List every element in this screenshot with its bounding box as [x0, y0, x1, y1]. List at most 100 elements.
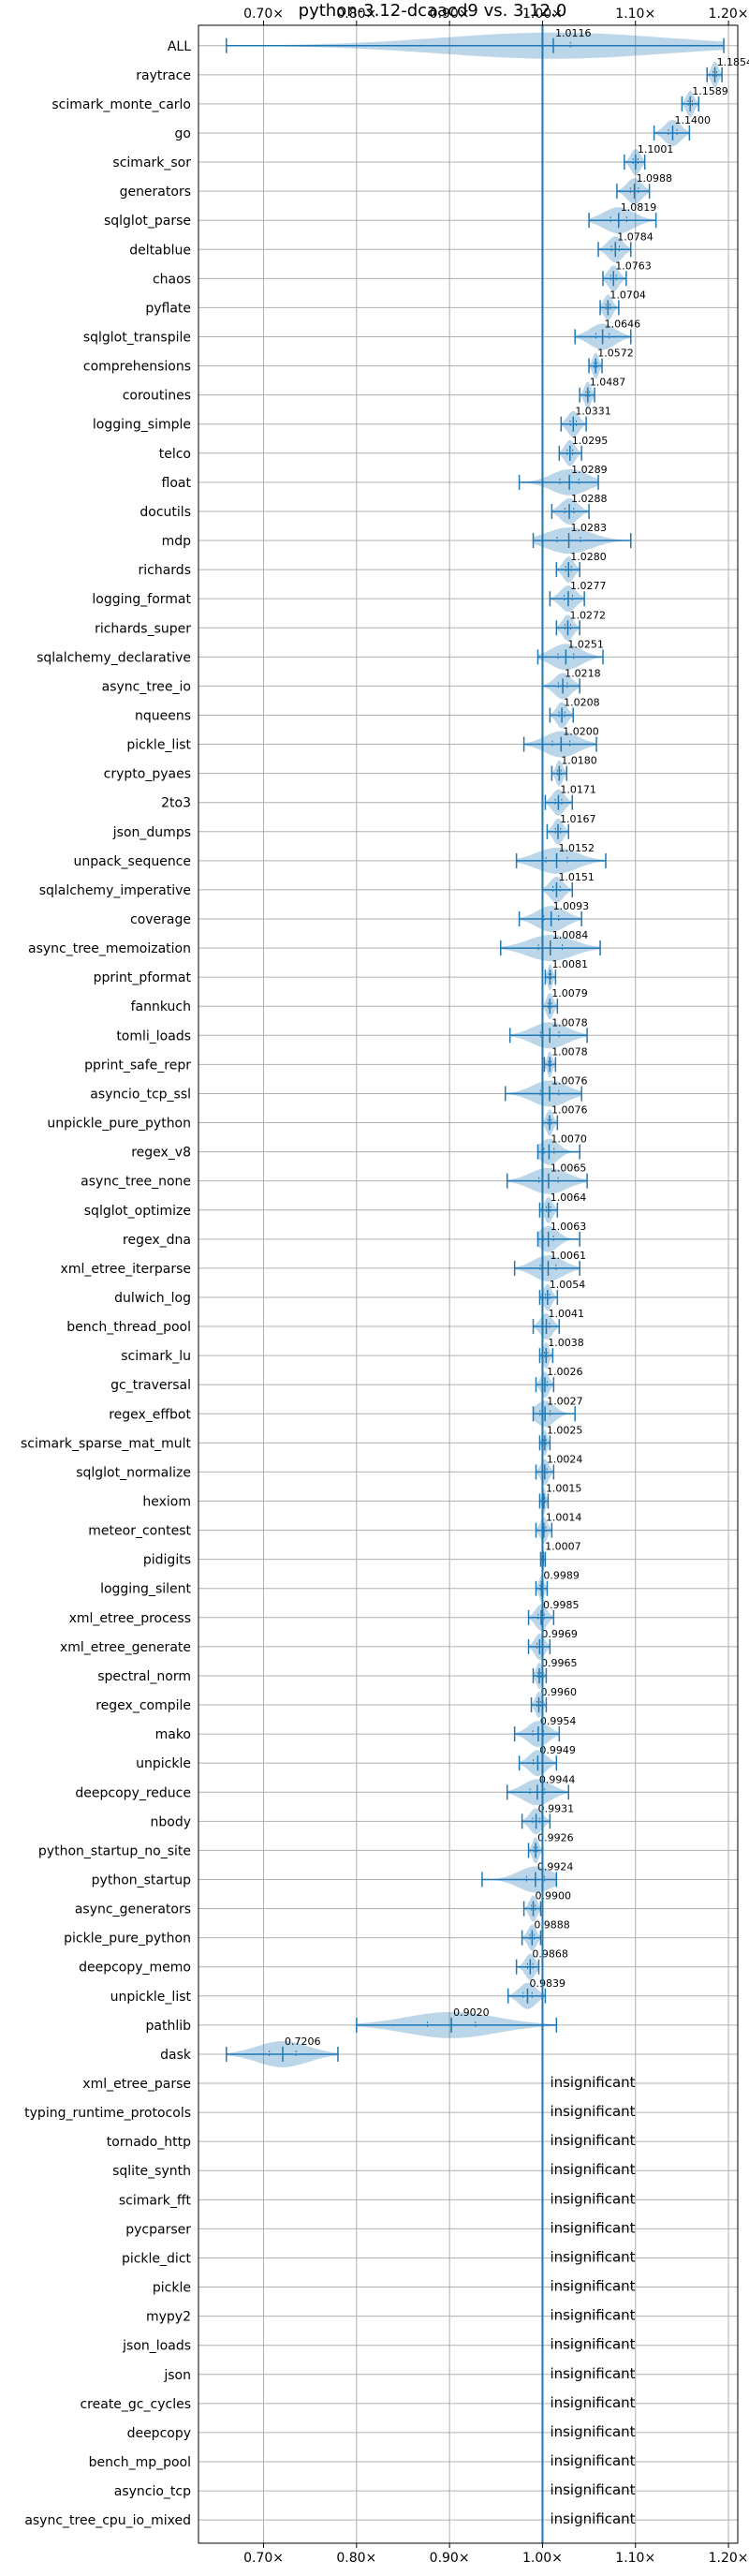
data-value-label: 1.0024 — [547, 1453, 583, 1465]
category-label: crypto_pyaes — [104, 767, 191, 782]
bottom-tick-label: 0.90× — [430, 2551, 470, 2566]
category-label: regex_dna — [123, 1233, 191, 1248]
insignificant-label: insignificant — [550, 2365, 635, 2382]
category-label: telco — [159, 447, 191, 462]
data-value-label: 1.0295 — [572, 435, 609, 447]
category-label: regex_compile — [95, 1698, 191, 1713]
category-label: json_loads — [122, 2339, 191, 2354]
category-label: sqlalchemy_declarative — [37, 650, 191, 665]
category-label: xml_etree_generate — [60, 1640, 191, 1655]
data-value-label: 0.9926 — [537, 1831, 574, 1843]
category-label: mypy2 — [146, 2310, 191, 2325]
data-value-label: 1.0208 — [564, 696, 600, 708]
insignificant-label: insignificant — [550, 2161, 635, 2178]
category-label: sqlite_synth — [112, 2164, 191, 2179]
category-label: xml_etree_iterparse — [61, 1262, 191, 1277]
category-label: richards — [139, 563, 192, 578]
category-label: unpickle_pure_python — [47, 1117, 191, 1132]
data-value-label: 1.0041 — [549, 1308, 585, 1320]
category-label: richards_super — [95, 621, 191, 636]
data-value-label: 1.0251 — [567, 638, 604, 650]
label-layer: ALL 1.0116 raytrace 1.1854 scimark_monte_car… — [21, 27, 749, 2528]
top-tick-label: 1.10× — [615, 7, 655, 22]
category-label: sqlalchemy_imperative — [39, 883, 191, 898]
category-label: scimark_lu — [121, 1349, 191, 1364]
data-value-label: 1.0079 — [551, 987, 588, 999]
category-label: hexiom — [142, 1495, 191, 1510]
bottom-tick-label: 0.70× — [243, 2551, 284, 2566]
data-value-label: 1.0093 — [553, 900, 590, 912]
data-value-label: 1.0704 — [609, 289, 646, 301]
category-label: generators — [120, 185, 191, 200]
category-label: pickle_dict — [122, 2251, 192, 2266]
data-value-label: 1.0061 — [551, 1250, 587, 1262]
category-label: go — [175, 126, 191, 141]
insignificant-label: insignificant — [550, 2336, 635, 2353]
category-label: nqueens — [135, 708, 191, 723]
category-label: asyncio_tcp_ssl — [90, 1087, 191, 1102]
data-value-label: 1.0027 — [547, 1395, 583, 1407]
insignificant-label: insignificant — [550, 2248, 635, 2265]
category-label: bench_mp_pool — [89, 2455, 191, 2470]
category-label: sqlglot_parse — [104, 214, 191, 229]
data-value-label: 0.9900 — [536, 1890, 572, 1902]
data-value-label: 1.0280 — [570, 551, 607, 563]
bottom-tick-label: 0.80× — [336, 2551, 376, 2566]
category-label: nbody — [151, 1814, 192, 1829]
data-value-label: 1.0063 — [551, 1221, 587, 1233]
top-tick-label: 0.70× — [243, 7, 284, 22]
top-tick-label: 1.20× — [709, 7, 749, 22]
category-label: scimark_sor — [112, 155, 191, 170]
top-tick-label: 1.00× — [522, 7, 563, 22]
category-label: sqlglot_transpile — [83, 331, 191, 346]
category-label: logging_simple — [93, 418, 191, 433]
data-value-label: 1.0081 — [551, 958, 588, 970]
axis-layer: 0.70× 0.70× 0.80× 0.80× 0.90× 0.90× 1.00× 1.00×… — [198, 7, 749, 2566]
category-label: pyflate — [145, 301, 191, 316]
data-value-label: 1.0200 — [563, 726, 599, 738]
data-value-label: 1.0064 — [551, 1192, 587, 1204]
data-value-label: 1.0007 — [545, 1541, 581, 1553]
category-label: mako — [155, 1727, 191, 1742]
category-label: tomli_loads — [116, 1029, 191, 1044]
data-value-label: 1.0331 — [575, 406, 611, 418]
data-value-label: 1.0076 — [551, 1104, 588, 1117]
data-value-label: 1.0070 — [551, 1133, 587, 1146]
data-value-label: 0.9960 — [540, 1686, 577, 1698]
data-value-label: 1.0084 — [552, 929, 589, 941]
data-value-label: 1.0026 — [547, 1366, 583, 1378]
category-label: fannkuch — [131, 999, 191, 1014]
category-label: pidigits — [143, 1553, 191, 1568]
category-label: logging_silent — [100, 1582, 191, 1597]
bottom-tick-label: 1.00× — [522, 2551, 563, 2566]
data-value-label: 0.9888 — [534, 1919, 570, 1932]
data-value-label: 1.1001 — [638, 143, 674, 155]
data-value-label: 1.0152 — [559, 842, 595, 854]
category-label: mdp — [162, 534, 192, 549]
data-value-label: 0.7206 — [285, 2036, 321, 2048]
category-label: regex_v8 — [131, 1146, 191, 1161]
insignificant-label: insignificant — [550, 2510, 635, 2527]
category-label: async_tree_cpu_io_mixed — [24, 2513, 191, 2528]
data-value-label: 1.0054 — [550, 1279, 586, 1291]
category-label: pickle_list — [126, 738, 191, 753]
data-value-label: 0.9868 — [532, 1948, 568, 1961]
category-label: deepcopy — [127, 2426, 191, 2441]
data-value-label: 1.1854 — [717, 56, 749, 68]
category-label: xml_etree_parse — [82, 2077, 191, 2092]
data-value-label: 0.9020 — [453, 2006, 490, 2019]
data-value-label: 1.0646 — [605, 318, 641, 331]
violin-layer — [226, 32, 725, 2067]
data-value-label: 0.9924 — [537, 1860, 574, 1873]
insignificant-label: insignificant — [550, 2132, 635, 2149]
data-value-label: 1.0151 — [558, 871, 595, 883]
top-tick-label: 0.90× — [430, 7, 470, 22]
category-label: tornado_http — [107, 2135, 191, 2150]
category-label: async_tree_io — [102, 679, 191, 694]
insignificant-label: insignificant — [550, 2074, 635, 2091]
category-label: pickle_pure_python — [64, 1932, 191, 1947]
category-label: coverage — [130, 912, 191, 927]
data-value-label: 0.9931 — [538, 1802, 575, 1814]
data-value-label: 1.0116 — [555, 27, 592, 39]
category-label: async_generators — [75, 1902, 191, 1917]
